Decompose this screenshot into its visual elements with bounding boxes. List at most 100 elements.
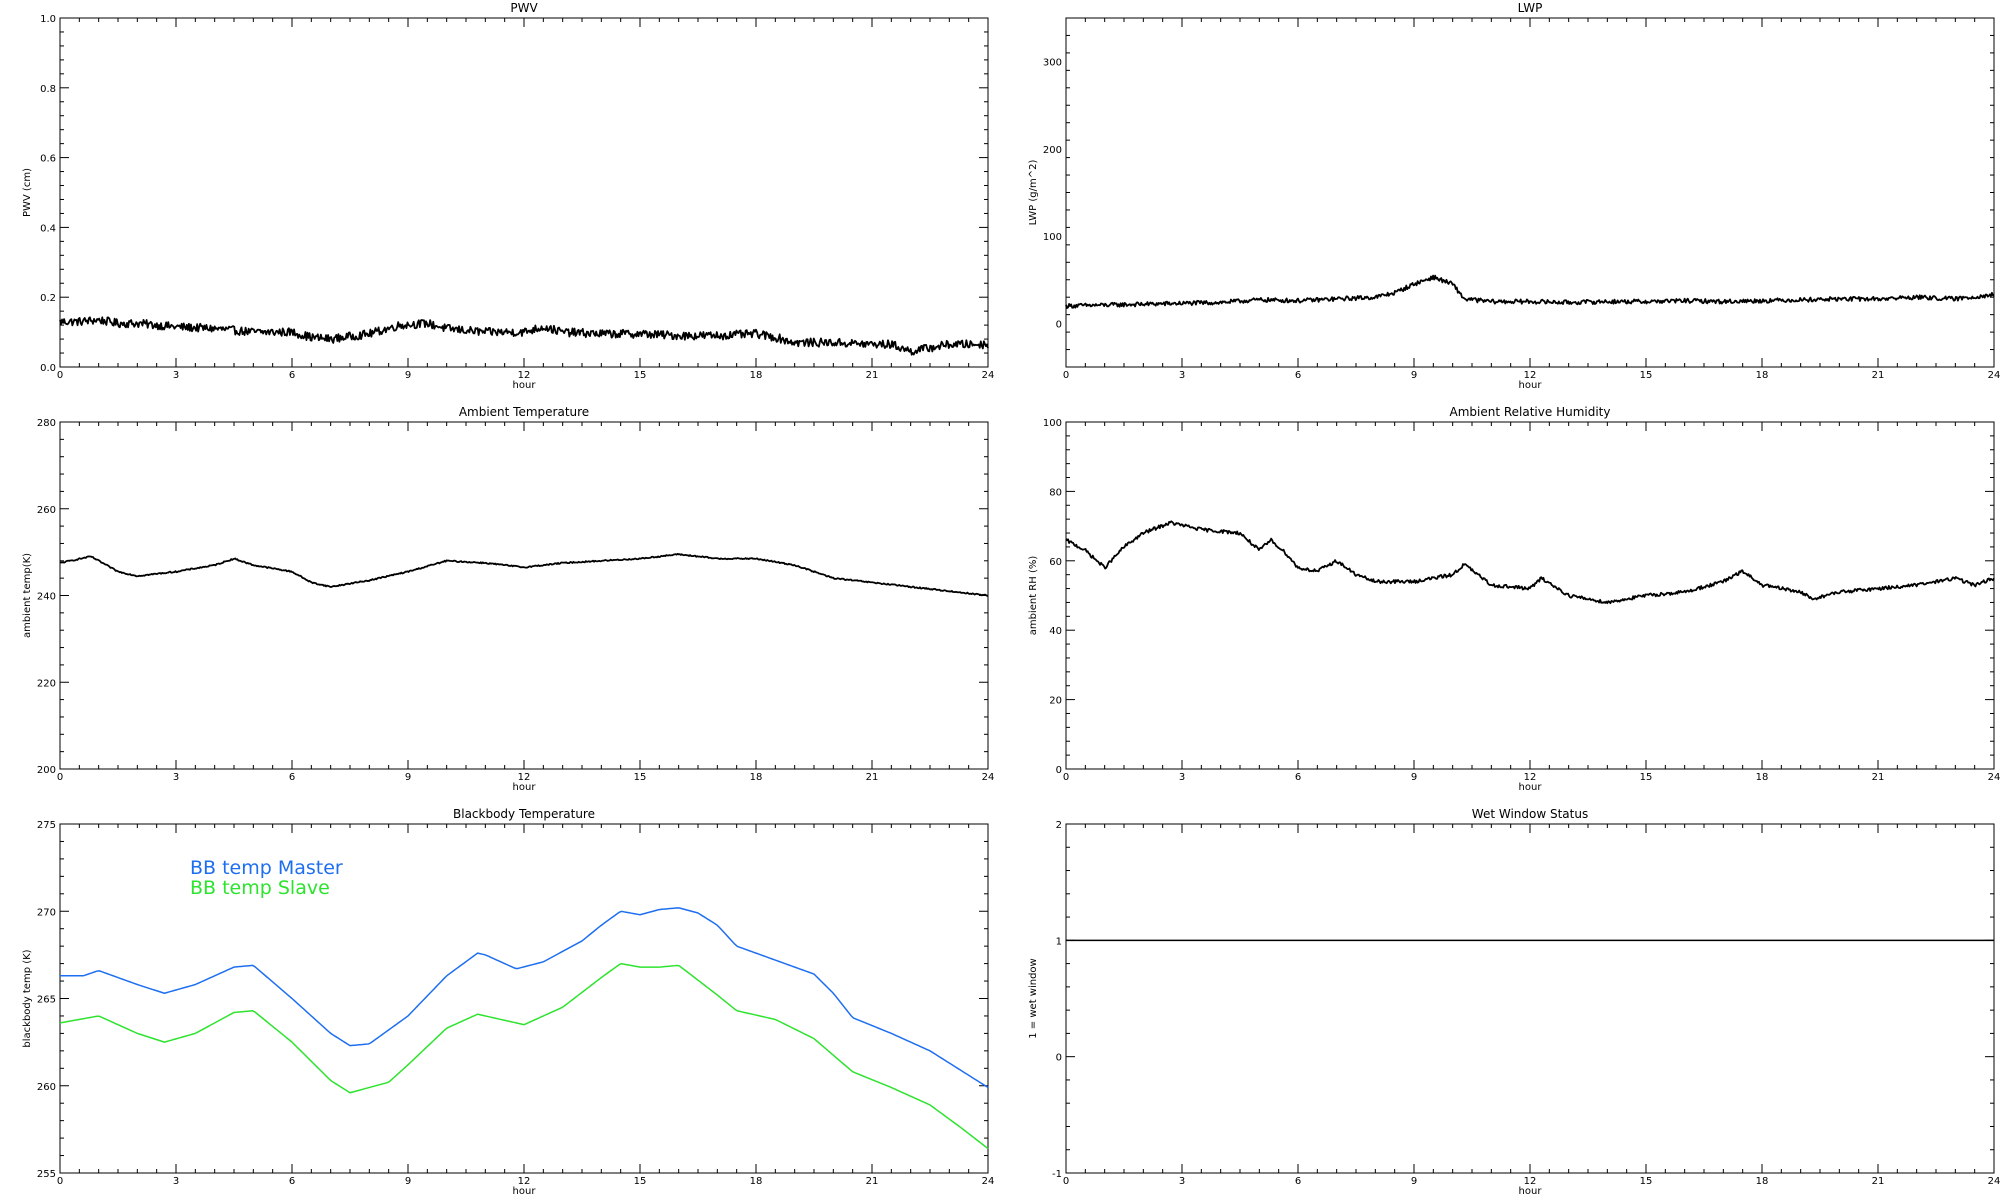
x-tick-label: 6 [1295,370,1301,381]
y-tick-label: 240 [37,592,56,603]
series-line [59,552,989,597]
x-tick-label: 15 [1640,370,1653,381]
y-tick-label: 260 [37,1082,56,1093]
y-tick-label: 1 [1056,936,1062,947]
x-tick-label: 6 [1295,1176,1301,1187]
y-tick-label: 0.6 [40,154,56,165]
x-tick-label: 3 [173,772,179,783]
x-tick-label: 9 [1411,370,1417,381]
x-tick-label: 18 [1756,370,1769,381]
chart-title: Ambient Temperature [459,405,589,419]
y-axis-label: LWP (g/m^2) [1028,160,1039,226]
chart-title: Wet Window Status [1472,807,1588,821]
x-tick-label: 6 [1295,772,1301,783]
y-tick-label: 100 [1043,232,1062,243]
x-tick-label: 15 [1640,1176,1653,1187]
x-tick-label: 0 [57,370,63,381]
x-tick-label: 6 [289,1176,295,1187]
x-tick-label: 12 [1524,772,1537,783]
x-tick-label: 9 [1411,772,1417,783]
x-tick-label: 18 [750,772,763,783]
series-line [1065,520,1995,605]
y-axis-label: 1 = wet window [1028,958,1039,1038]
x-tick-label: 21 [866,1176,879,1187]
y-tick-label: 275 [37,820,56,831]
y-tick-label: 20 [1049,696,1062,707]
x-tick-label: 0 [57,1176,63,1187]
y-tick-label: 0 [1056,319,1062,330]
legend-entry: BB temp Slave [190,877,330,899]
x-tick-label: 15 [634,772,647,783]
x-tick-label: 12 [1524,370,1537,381]
y-axis-label: blackbody temp (K) [22,949,33,1047]
chart-lwp: LWP 0 3 6 9 12 15 18 21 24 hour 0 100 200 300 LWP (g/m^… [1028,1,2000,391]
y-tick-label: -1 [1052,1169,1062,1180]
x-tick-label: 18 [750,370,763,381]
x-tick-label: 18 [1756,772,1769,783]
x-axis-label: hour [1519,782,1543,793]
series-line-bb-temp-master [60,907,989,1089]
y-tick-label: 200 [1043,145,1062,156]
y-tick-label: 300 [1043,58,1062,69]
chart-ambient-rh: Ambient Relative Humidity 0 3 6 9 12 15 18 21 24 h… [1028,405,2000,793]
x-tick-label: 0 [1063,772,1069,783]
x-tick-label: 21 [866,772,879,783]
x-tick-label: 3 [1179,370,1185,381]
y-tick-label: 270 [37,907,56,918]
y-tick-label: 100 [1043,418,1062,429]
x-tick-label: 21 [1872,772,1885,783]
y-tick-label: 220 [37,678,56,689]
chart-title: Ambient Relative Humidity [1450,405,1611,419]
y-tick-label: 40 [1049,626,1062,637]
y-tick-label: 0.8 [40,84,56,95]
y-axis-label: ambient temp(K) [22,553,33,638]
x-tick-label: 24 [1988,772,2000,783]
x-tick-label: 21 [1872,370,1885,381]
chart-ambient-temp: Ambient Temperature 0 3 6 9 12 15 18 21 24 hour 200… [22,405,994,793]
x-axis-label: hour [513,380,537,391]
y-tick-label: 280 [37,418,56,429]
x-axis-label: hour [513,1186,537,1197]
x-tick-label: 24 [982,370,995,381]
chart-pwv: PWV 0 3 6 9 12 15 18 21 24 hour 0.0 0.2 0.4 0.6 0.8 1.0 P… [22,1,994,391]
x-tick-label: 12 [518,1176,531,1187]
y-tick-label: 1.0 [40,14,56,25]
y-tick-label: 0.2 [40,293,56,304]
y-axis-label: PWV (cm) [22,168,33,217]
x-tick-label: 9 [405,370,411,381]
y-tick-label: 0.4 [40,223,56,234]
y-tick-label: 255 [37,1169,56,1180]
x-tick-label: 24 [1988,1176,2000,1187]
x-axis-label: hour [1519,1186,1543,1197]
y-tick-label: 0 [1056,1053,1062,1064]
y-axis-label: ambient RH (%) [1028,556,1039,636]
x-tick-label: 0 [1063,370,1069,381]
series-line-bb-temp-slave [59,962,989,1150]
x-tick-label: 12 [518,772,531,783]
chart-title: Blackbody Temperature [453,807,595,821]
x-tick-label: 12 [518,370,531,381]
series-line [59,316,989,356]
legend-entry: BB temp Master [190,857,343,879]
x-tick-label: 0 [57,772,63,783]
x-tick-label: 24 [982,1176,995,1187]
y-tick-label: 200 [37,765,56,776]
x-tick-label: 15 [634,370,647,381]
x-tick-label: 3 [173,1176,179,1187]
y-tick-label: 260 [37,505,56,516]
chart-title: LWP [1518,1,1543,15]
x-tick-label: 0 [1063,1176,1069,1187]
y-tick-label: 80 [1049,487,1062,498]
x-tick-label: 18 [1756,1176,1769,1187]
x-tick-label: 3 [1179,772,1185,783]
x-tick-label: 15 [1640,772,1653,783]
x-tick-label: 9 [405,772,411,783]
chart-bb-temp: Blackbody Temperature 0 3 6 9 12 15 18 21 24 hour 2… [22,807,994,1197]
x-tick-label: 18 [750,1176,763,1187]
x-tick-label: 9 [405,1176,411,1187]
x-tick-label: 6 [289,772,295,783]
x-tick-label: 3 [173,370,179,381]
